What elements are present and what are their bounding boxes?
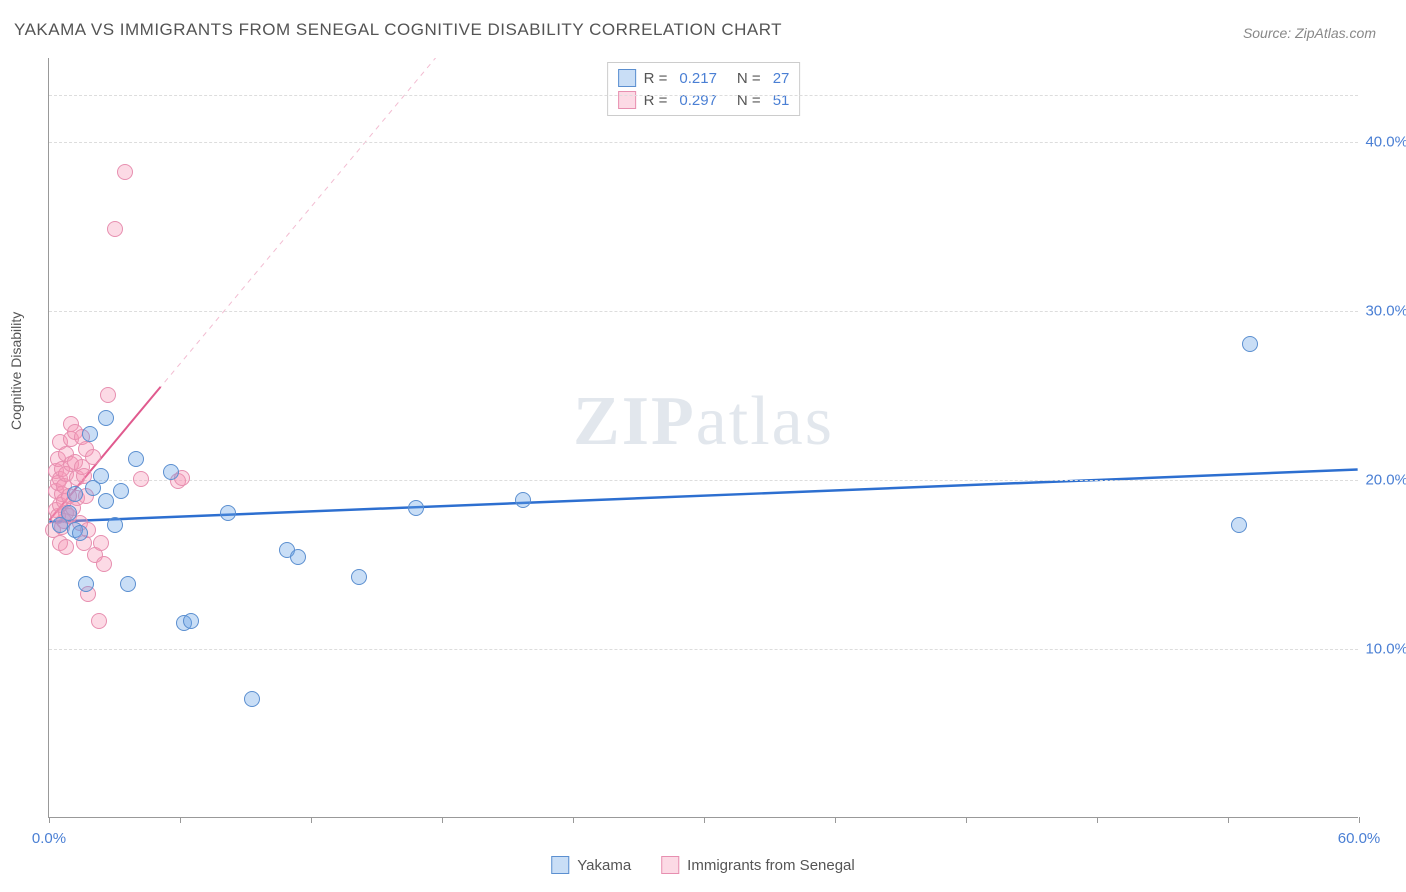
data-point bbox=[67, 486, 83, 502]
gridline bbox=[49, 95, 1358, 96]
y-tick-label: 10.0% bbox=[1358, 641, 1406, 658]
x-tick bbox=[1097, 817, 1098, 823]
x-tick-label: 0.0% bbox=[32, 830, 66, 847]
x-tick bbox=[180, 817, 181, 823]
swatch-pink-icon bbox=[618, 91, 636, 109]
data-point bbox=[107, 221, 123, 237]
r-value-blue: 0.217 bbox=[679, 70, 717, 87]
correlation-legend: R = 0.217 N = 27 R = 0.297 N = 51 bbox=[607, 62, 801, 116]
data-point bbox=[78, 576, 94, 592]
data-point bbox=[85, 449, 101, 465]
swatch-blue-icon bbox=[551, 856, 569, 874]
data-point bbox=[113, 483, 129, 499]
x-tick bbox=[1228, 817, 1229, 823]
data-point bbox=[98, 410, 114, 426]
data-point bbox=[100, 387, 116, 403]
n-value-pink: 51 bbox=[773, 92, 790, 109]
data-point bbox=[133, 471, 149, 487]
gridline bbox=[49, 649, 1358, 650]
n-label: N = bbox=[737, 92, 761, 109]
plot-area: ZIPatlas R = 0.217 N = 27 R = 0.297 N = … bbox=[48, 58, 1358, 818]
x-tick bbox=[49, 817, 50, 823]
data-point bbox=[98, 493, 114, 509]
x-tick bbox=[835, 817, 836, 823]
series-legend: Yakama Immigrants from Senegal bbox=[551, 856, 855, 874]
data-point bbox=[93, 468, 109, 484]
watermark: ZIPatlas bbox=[573, 382, 834, 462]
n-value-blue: 27 bbox=[773, 70, 790, 87]
y-axis-label: Cognitive Disability bbox=[8, 312, 24, 430]
data-point bbox=[163, 464, 179, 480]
data-point bbox=[61, 505, 77, 521]
r-value-pink: 0.297 bbox=[679, 92, 717, 109]
x-tick bbox=[311, 817, 312, 823]
data-point bbox=[120, 576, 136, 592]
data-point bbox=[82, 426, 98, 442]
x-tick bbox=[1359, 817, 1360, 823]
source-attribution: Source: ZipAtlas.com bbox=[1243, 25, 1376, 41]
watermark-light: atlas bbox=[696, 383, 834, 460]
y-tick-label: 20.0% bbox=[1358, 472, 1406, 489]
legend-row-senegal: R = 0.297 N = 51 bbox=[618, 89, 790, 111]
r-label: R = bbox=[644, 92, 668, 109]
series-label-blue: Yakama bbox=[577, 857, 631, 874]
data-point bbox=[128, 451, 144, 467]
r-label: R = bbox=[644, 70, 668, 87]
swatch-blue-icon bbox=[618, 69, 636, 87]
y-tick-label: 40.0% bbox=[1358, 134, 1406, 151]
x-tick-label: 60.0% bbox=[1338, 830, 1381, 847]
swatch-pink-icon bbox=[661, 856, 679, 874]
x-tick bbox=[442, 817, 443, 823]
x-tick bbox=[573, 817, 574, 823]
gridline bbox=[49, 480, 1358, 481]
data-point bbox=[58, 539, 74, 555]
data-point bbox=[107, 517, 123, 533]
data-point bbox=[1242, 336, 1258, 352]
chart-container: YAKAMA VS IMMIGRANTS FROM SENEGAL COGNIT… bbox=[0, 0, 1406, 892]
gridline bbox=[49, 311, 1358, 312]
data-point bbox=[220, 505, 236, 521]
data-point bbox=[290, 549, 306, 565]
chart-title: YAKAMA VS IMMIGRANTS FROM SENEGAL COGNIT… bbox=[14, 20, 782, 40]
data-point bbox=[93, 535, 109, 551]
data-point bbox=[96, 556, 112, 572]
data-point bbox=[72, 525, 88, 541]
data-point bbox=[1231, 517, 1247, 533]
data-point bbox=[351, 569, 367, 585]
data-point bbox=[183, 613, 199, 629]
data-point bbox=[408, 500, 424, 516]
data-point bbox=[117, 164, 133, 180]
n-label: N = bbox=[737, 70, 761, 87]
data-point bbox=[91, 613, 107, 629]
y-tick-label: 30.0% bbox=[1358, 303, 1406, 320]
x-tick bbox=[966, 817, 967, 823]
x-tick bbox=[704, 817, 705, 823]
gridline bbox=[49, 142, 1358, 143]
legend-row-yakama: R = 0.217 N = 27 bbox=[618, 67, 790, 89]
series-label-pink: Immigrants from Senegal bbox=[687, 857, 855, 874]
data-point bbox=[244, 691, 260, 707]
watermark-bold: ZIP bbox=[573, 383, 696, 460]
data-point bbox=[515, 492, 531, 508]
